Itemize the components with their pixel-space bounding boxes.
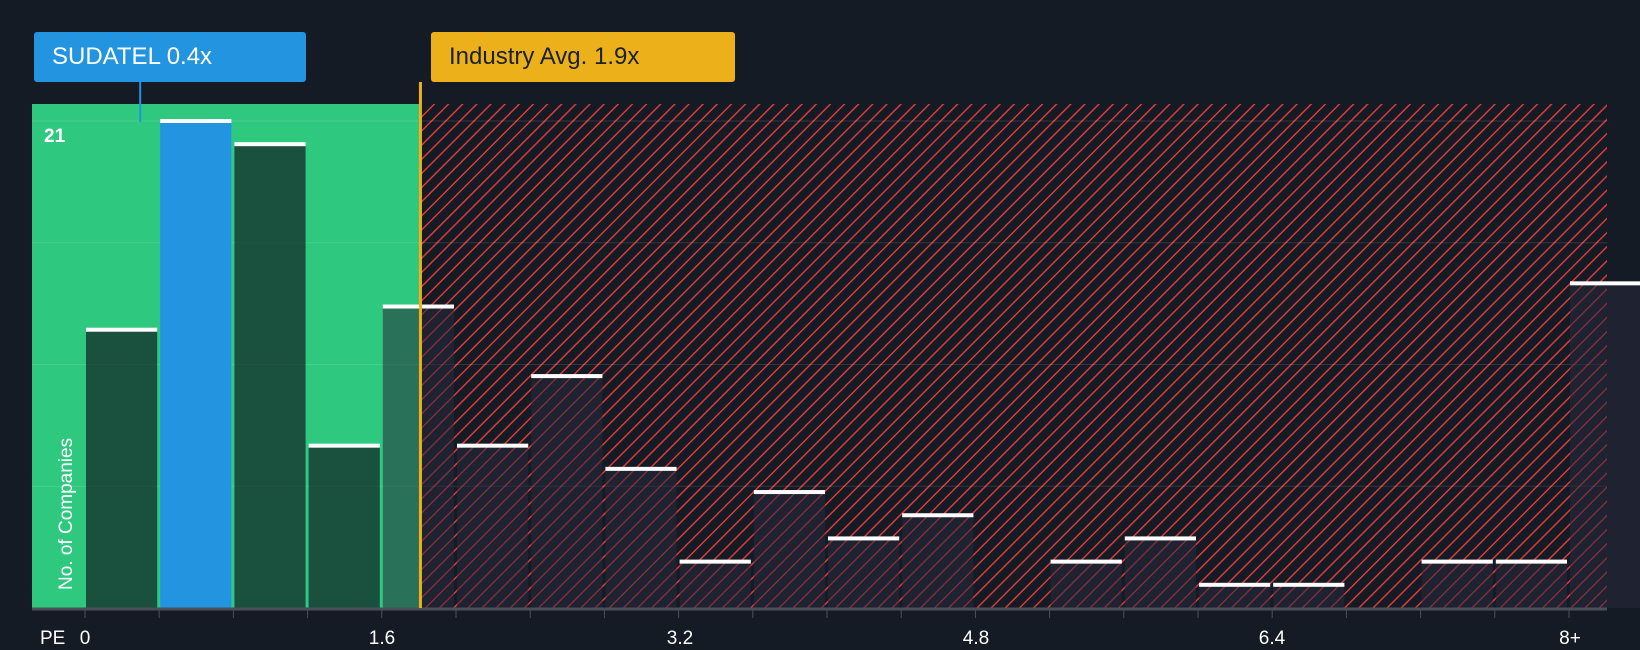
bar (1124, 538, 1196, 608)
bar-cap (902, 513, 974, 518)
y-tick-label: 21 (44, 126, 66, 147)
bar (382, 306, 454, 608)
bar (605, 468, 677, 608)
bar (531, 376, 603, 608)
bar (1273, 584, 1345, 608)
bar (1495, 561, 1567, 608)
bar (86, 329, 158, 608)
bar (902, 515, 974, 608)
bar (308, 445, 380, 608)
bar (234, 144, 306, 608)
bar (160, 121, 232, 608)
bar-cap (531, 374, 603, 379)
bar (1570, 283, 1640, 608)
bar-cap (160, 119, 232, 123)
bar (1199, 584, 1271, 608)
x-tick-label: 3.2 (666, 628, 694, 649)
x-axis-label: PE (40, 628, 66, 649)
bar (1421, 561, 1493, 608)
y-axis-label: No. of Companies (56, 437, 77, 590)
bar-cap (605, 466, 677, 471)
x-tick-label: 6.4 (1258, 628, 1286, 649)
bar-cap (1199, 582, 1271, 587)
x-tick-label: 0 (79, 628, 91, 649)
bar-cap (828, 536, 900, 541)
x-tick-label: 4.8 (962, 628, 990, 649)
bar-cap (679, 559, 751, 564)
industry-avg-label: Industry Avg. 1.9x (431, 32, 735, 82)
company-pe-label: SUDATEL 0.4x (34, 32, 306, 82)
bar-cap (382, 304, 454, 309)
bar (679, 561, 751, 608)
bar-cap (86, 327, 158, 332)
x-tick-label: 1.6 (368, 628, 396, 649)
bar-cap (1050, 559, 1122, 564)
x-tick-label: 8+ (1559, 628, 1581, 649)
bar (1050, 561, 1122, 608)
bar-cap (753, 490, 825, 495)
bar (457, 445, 529, 608)
bar-cap (308, 443, 380, 448)
bar-cap (1570, 281, 1640, 286)
bar-cap (1124, 536, 1196, 541)
bar (828, 538, 900, 608)
bar (753, 492, 825, 608)
bar-cap (1421, 559, 1493, 564)
bar-cap (457, 443, 529, 448)
bar-cap (1495, 559, 1567, 564)
bar-cap (1273, 582, 1345, 587)
bar-cap (234, 142, 306, 147)
